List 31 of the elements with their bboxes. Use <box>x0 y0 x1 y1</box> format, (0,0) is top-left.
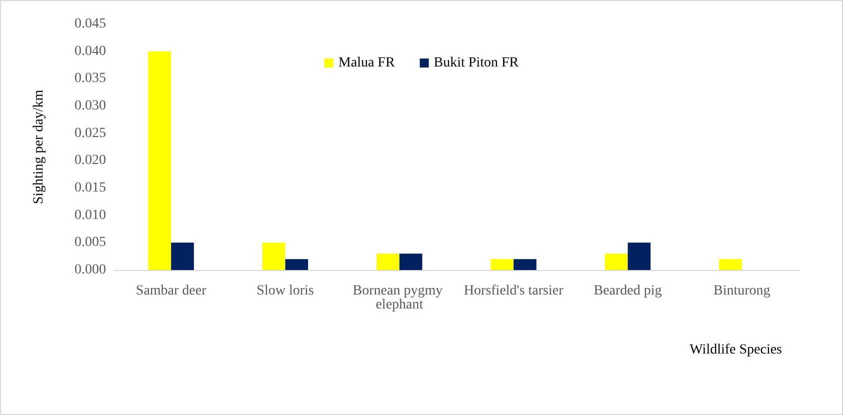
x-axis-title: Wildlife Species <box>690 342 782 358</box>
x-tick-label: Bearded pig <box>594 284 662 298</box>
y-tick-label: 0.020 <box>74 153 106 168</box>
legend-label: Bukit Piton FR <box>434 56 520 70</box>
bar <box>262 242 286 270</box>
bar <box>490 259 514 270</box>
bar <box>399 254 422 270</box>
bar <box>285 259 308 270</box>
bar <box>171 242 194 270</box>
x-tick-label: Slow loris <box>256 284 314 298</box>
y-tick-label: 0.005 <box>74 235 106 250</box>
y-tick-label: 0.035 <box>74 71 106 86</box>
legend-label: Malua FR <box>338 56 396 70</box>
bar <box>628 242 651 270</box>
y-tick-label: 0.010 <box>74 208 106 223</box>
y-axis-title: Sighting per day/km <box>32 90 46 204</box>
y-tick-label: 0.025 <box>74 126 106 141</box>
bar <box>604 254 628 270</box>
x-tick-label: Bornean pygmy elephant <box>352 284 446 312</box>
x-tick-label: Sambar deer <box>136 284 207 298</box>
y-tick-label: 0.015 <box>74 180 106 196</box>
bar <box>376 254 400 270</box>
bar <box>148 51 172 270</box>
y-tick-label: 0.000 <box>74 262 106 278</box>
x-tick-label: Horsfield's tarsier <box>464 284 564 298</box>
bar <box>719 259 742 270</box>
y-tick-label: 0.030 <box>74 98 106 114</box>
y-tick-label: 0.040 <box>74 44 106 59</box>
y-tick-label: 0.045 <box>74 16 106 32</box>
x-tick-label: Binturong <box>714 284 770 298</box>
bar <box>514 259 536 270</box>
